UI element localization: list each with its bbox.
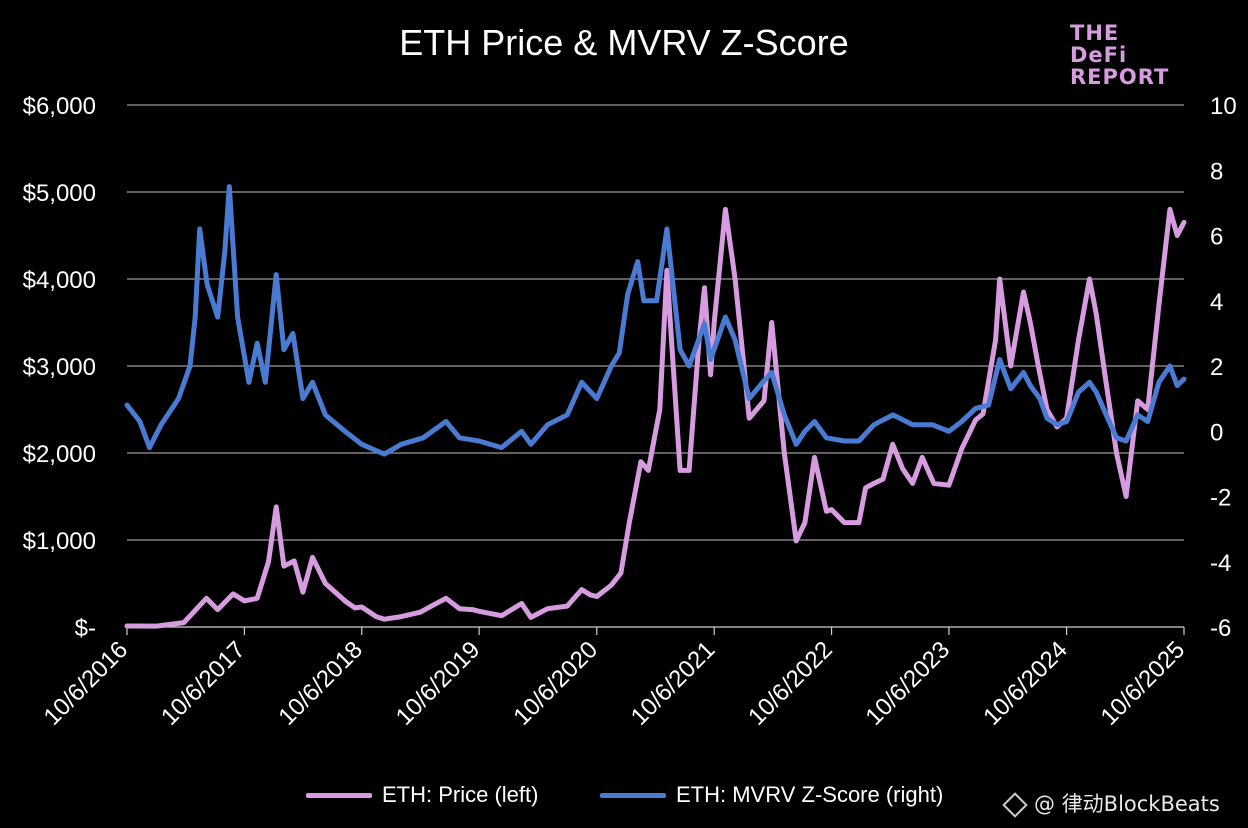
x-tick-label: 10/6/2016	[39, 636, 134, 731]
y-left-tick-label: $1,000	[23, 528, 96, 555]
y-right-tick-label: -2	[1210, 485, 1231, 512]
y-axis-left: $- $1,000 $2,000 $3,000 $4,000 $5,000 $6,000	[23, 93, 96, 642]
y-right-tick-label: 2	[1210, 354, 1223, 381]
y-right-tick-label: 6	[1210, 224, 1223, 251]
y-left-tick-label: $4,000	[23, 267, 96, 294]
brand-logo: THE DeFi REPORT	[1070, 22, 1182, 88]
series-lines	[124, 184, 1187, 629]
legend-swatch-price	[306, 792, 372, 798]
x-tick-label: 10/6/2018	[273, 636, 368, 731]
y-right-tick-label: -4	[1210, 550, 1231, 577]
x-tick-label: 10/6/2021	[626, 636, 721, 731]
logo-line-1: THE DeFi	[1070, 21, 1128, 67]
y-left-tick-label: $-	[75, 615, 96, 642]
x-tick-label: 10/6/2024	[978, 636, 1073, 731]
y-left-tick-label: $3,000	[23, 354, 96, 381]
watermark-logo-icon	[1002, 792, 1028, 818]
legend-label-price: ETH: Price (left)	[382, 782, 539, 807]
y-right-tick-label: 10	[1210, 93, 1237, 120]
y-right-tick-label: 8	[1210, 158, 1223, 185]
series-line-mvrv	[124, 184, 1187, 457]
y-right-tick-label: 0	[1210, 419, 1223, 446]
x-tick-label: 10/6/2023	[861, 636, 956, 731]
legend-item-mvrv: ETH: MVRV Z-Score (right)	[600, 782, 943, 808]
watermark: @ 律动BlockBeats	[1002, 788, 1220, 818]
x-tick-label: 10/6/2017	[156, 636, 251, 731]
y-axis-right: -6 -4 -2 0 2 4 6 8 10	[1210, 93, 1237, 642]
legend-label-mvrv: ETH: MVRV Z-Score (right)	[676, 782, 944, 807]
y-left-tick-label: $5,000	[23, 180, 96, 207]
x-axis: 10/6/2016 10/6/2017 10/6/2018 10/6/2019 10/6…	[39, 627, 1191, 731]
chart-title: ETH Price & MVRV Z-Score	[399, 22, 849, 63]
x-tick-label: 10/6/2025	[1096, 636, 1191, 731]
y-left-tick-label: $6,000	[23, 93, 96, 120]
y-right-tick-label: -6	[1210, 615, 1231, 642]
watermark-text: @ 律动BlockBeats	[1034, 792, 1220, 816]
legend-swatch-mvrv	[600, 792, 666, 798]
legend-item-price: ETH: Price (left)	[306, 782, 538, 808]
series-line-price	[124, 206, 1187, 629]
chart-legend: ETH: Price (left) ETH: MVRV Z-Score (rig…	[0, 782, 1248, 812]
x-tick-label: 10/6/2020	[508, 636, 603, 731]
x-tick-label: 10/6/2022	[743, 636, 838, 731]
y-right-tick-label: 4	[1210, 289, 1223, 316]
logo-line-2: REPORT	[1070, 65, 1170, 89]
x-tick-label: 10/6/2019	[391, 636, 486, 731]
gridlines	[127, 104, 1184, 628]
y-left-tick-label: $2,000	[23, 441, 96, 468]
